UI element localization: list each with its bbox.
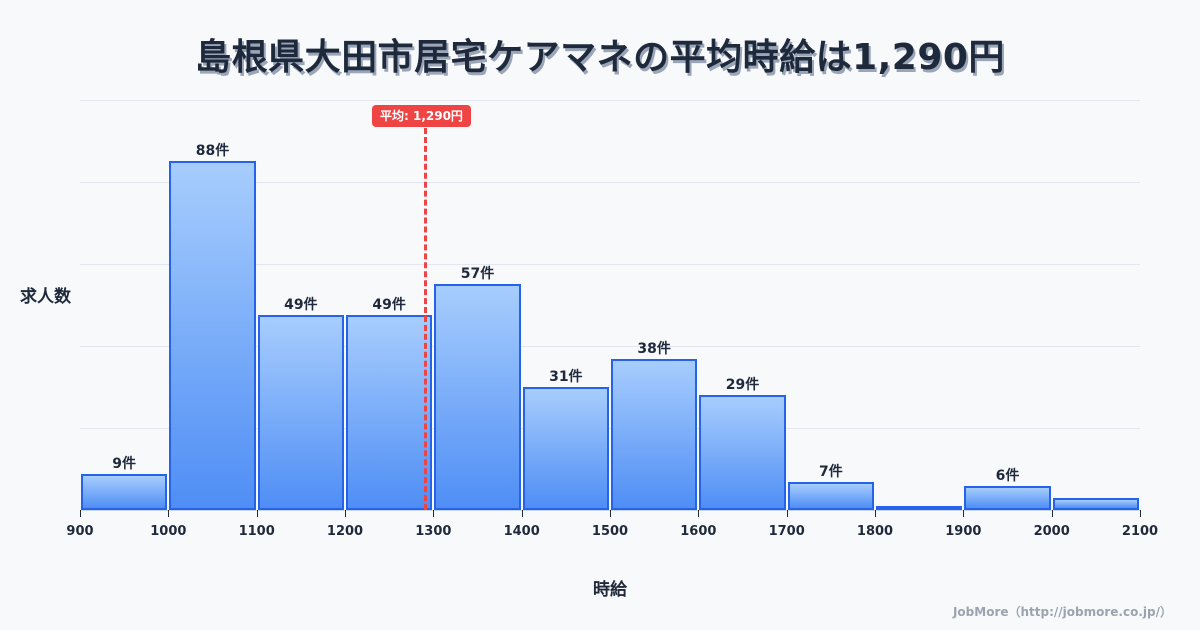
x-tick-mark <box>610 510 611 517</box>
gridline <box>80 428 1140 429</box>
x-tick-mark <box>521 510 523 517</box>
x-tick-label: 2000 <box>1033 524 1070 539</box>
x-tick-mark <box>433 510 435 517</box>
average-line <box>424 128 427 510</box>
x-tick-label: 1900 <box>945 524 982 539</box>
gridline <box>80 346 1140 347</box>
bar-value-label: 9件 <box>112 456 137 472</box>
average-badge: 平均: 1,290円 <box>372 105 471 127</box>
x-tick-label: 1100 <box>238 524 275 539</box>
x-tick-label: 900 <box>66 524 94 539</box>
x-tick-mark <box>963 510 965 517</box>
x-tick-label: 1200 <box>326 524 364 539</box>
histogram-bar <box>257 315 344 510</box>
x-axis-label: 時給 <box>593 580 627 600</box>
histogram-bar <box>522 387 609 510</box>
x-tick-label: 1800 <box>856 524 894 539</box>
x-tick-label: 1400 <box>503 524 540 539</box>
x-tick-mark <box>1140 510 1141 517</box>
bar-value-label: 38件 <box>637 341 671 357</box>
x-tick-mark <box>875 510 876 517</box>
histogram-bar <box>346 315 433 510</box>
x-tick-label: 1600 <box>680 524 717 539</box>
gridline <box>80 182 1140 183</box>
x-tick-label: 2100 <box>1121 524 1159 539</box>
histogram-bar <box>81 474 168 510</box>
gridline <box>80 100 1140 101</box>
chart-title: 島根県大田市居宅ケアマネの平均時給は1,290円 <box>195 37 1005 78</box>
x-tick-mark <box>786 510 788 517</box>
gridline <box>80 264 1140 265</box>
source-credit: JobMore（http://jobmore.co.jp/） <box>952 605 1172 619</box>
x-tick-mark <box>256 510 258 517</box>
bar-value-label: 88件 <box>195 143 230 159</box>
histogram-bar <box>169 161 256 510</box>
bar-value-label: 6件 <box>995 468 1020 484</box>
x-tick-mark <box>80 510 81 517</box>
x-tick-mark <box>698 510 700 517</box>
histogram-bar <box>787 482 874 510</box>
x-tick-label: 1500 <box>591 524 629 539</box>
histogram-bar <box>434 284 521 510</box>
histogram-bar <box>699 395 786 510</box>
x-tick-mark <box>1051 510 1053 517</box>
x-tick-mark <box>168 510 170 517</box>
histogram-bar <box>876 506 963 510</box>
x-tick-mark <box>345 510 346 517</box>
x-tick-label: 1700 <box>768 524 805 539</box>
bar-value-label: 31件 <box>549 369 583 385</box>
x-tick-label: 1000 <box>150 524 187 539</box>
y-axis-label: 求人数 <box>20 287 71 307</box>
histogram-bar <box>964 486 1051 510</box>
bar-value-label: 57件 <box>460 266 495 282</box>
histogram-bar <box>611 359 698 510</box>
bar-value-label: 7件 <box>818 464 843 480</box>
histogram-bar <box>1052 498 1139 510</box>
x-tick-label: 1300 <box>415 524 452 539</box>
bar-value-label: 49件 <box>284 297 318 313</box>
plot-area: 9件 88件 49件 49件 57件 31件 38件 29件 7件 6件 <box>80 100 1140 510</box>
bar-value-label: 29件 <box>725 377 760 393</box>
bar-value-label: 49件 <box>372 297 406 313</box>
